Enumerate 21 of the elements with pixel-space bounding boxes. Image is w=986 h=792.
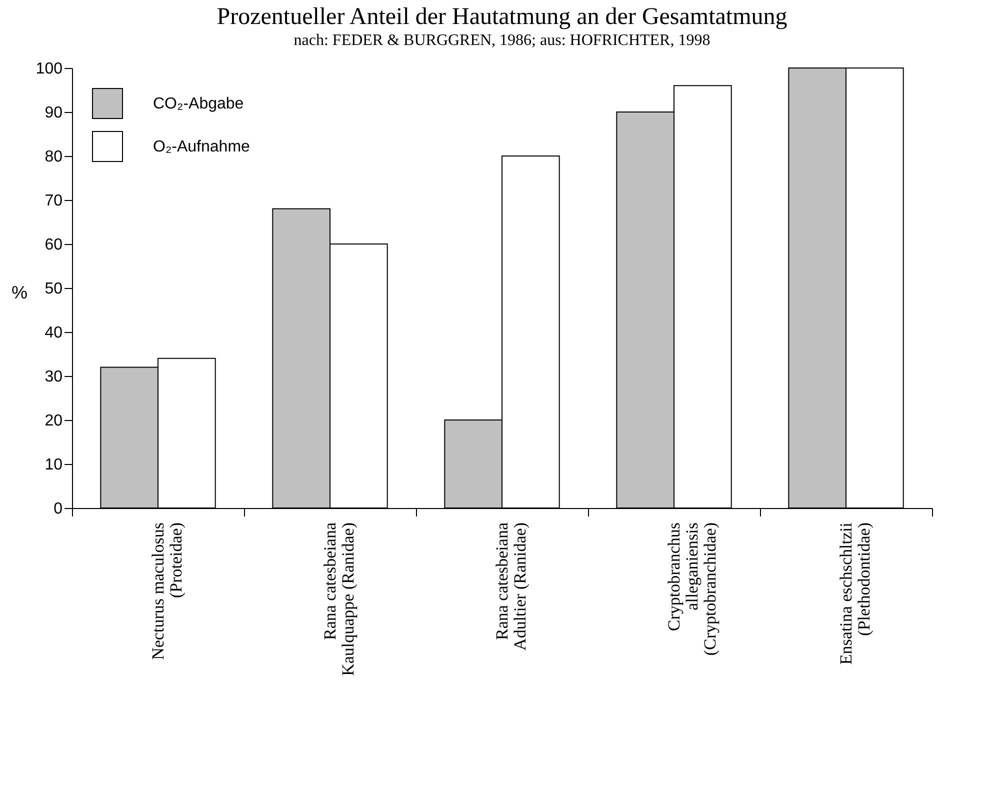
legend-label: CO₂-Abgabe [153,96,244,112]
y-tick-label: 20 [44,412,63,430]
y-tick-label: 60 [44,236,63,254]
y-tick-label: 10 [44,456,63,474]
y-tick-label: 80 [44,148,63,166]
y-axis-title: % [11,282,28,302]
chart-subtitle: nach: FEDER & BURGGREN, 1986; aus: HOFRICHTER, 1998 [294,32,710,49]
x-tick-label: Cryptobranchus alleganiensis (Cryptobranchidae) [664,522,720,656]
y-tick-label: 100 [36,60,63,78]
legend-label: O₂-Aufnahme [153,138,250,156]
y-tick-label: 30 [44,368,63,386]
y-tick-label: 90 [44,104,63,122]
x-tick-label: Rana catesbeiana Kaulquappe (Ranidae) [320,522,358,676]
y-tick-label: 70 [44,192,63,210]
chart-title: Prozentueller Anteil der Hautatmung an der Gesamtatmung [216,4,788,30]
x-tick-label: Ensatina eschschltzii (Plethodontidae) [836,522,874,665]
y-tick-label: 0 [54,500,63,518]
y-tick-label: 40 [44,324,63,342]
x-tick-label: Rana catesbeiana Adultier (Ranidae) [492,522,530,650]
y-tick-label: 50 [44,280,63,298]
x-tick-label: Necturus maculosus (Proteidae) [148,522,186,660]
